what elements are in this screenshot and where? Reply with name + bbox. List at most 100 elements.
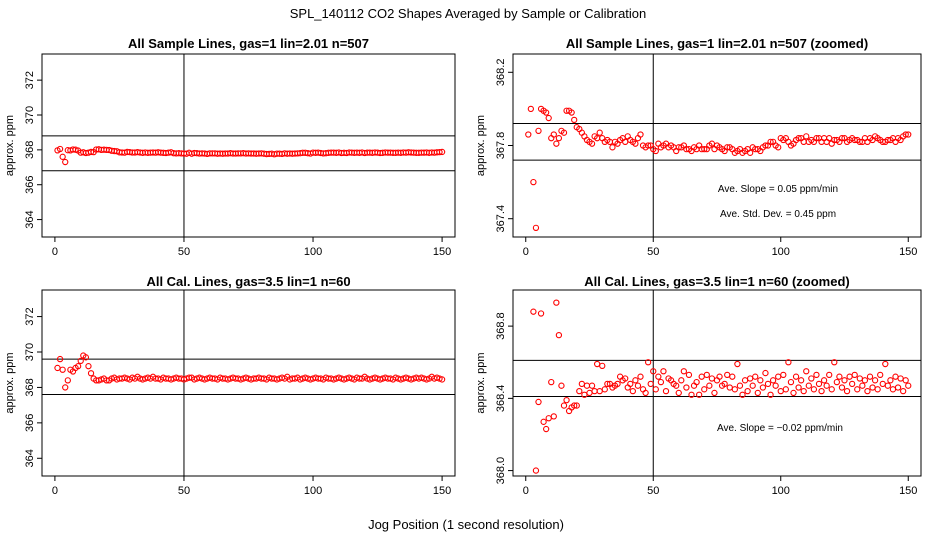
data-point: [831, 359, 838, 366]
data-point: [553, 299, 560, 306]
data-point: [59, 153, 66, 160]
data-point: [553, 140, 560, 147]
data-point: [436, 148, 443, 156]
data-point: [583, 382, 591, 389]
panel-title: All Sample Lines, gas=1 lin=2.01 n=507 (…: [566, 36, 868, 51]
data-point: [696, 391, 703, 398]
data-point: [846, 373, 853, 380]
data-point: [591, 387, 598, 395]
data-point: [438, 148, 446, 156]
data-point: [637, 131, 644, 138]
data-point: [645, 142, 652, 149]
data-point: [560, 402, 568, 409]
y-axis-label: approx. ppm: [475, 352, 487, 413]
x-tick-label: 100: [304, 246, 322, 258]
x-tick-label: 100: [304, 485, 322, 497]
data-point: [800, 387, 807, 395]
data-point: [849, 380, 856, 388]
data-point: [652, 147, 659, 155]
data-point: [838, 384, 846, 391]
data-point: [438, 376, 446, 383]
data-point: [757, 377, 764, 384]
data-point: [818, 387, 825, 395]
data-point: [782, 386, 789, 393]
data-point: [678, 377, 685, 384]
data-point: [647, 380, 654, 388]
data-point: [673, 382, 680, 389]
data-point: [772, 382, 779, 389]
data-point: [688, 391, 695, 398]
y-tick-label: 368.0: [495, 457, 507, 485]
data-point: [563, 397, 570, 404]
data-point: [843, 387, 851, 395]
y-axis-label: approx. ppm: [475, 115, 487, 176]
data-point: [777, 387, 784, 395]
data-point: [803, 133, 810, 140]
data-point: [576, 387, 583, 395]
data-point: [685, 371, 693, 379]
data-point: [56, 355, 64, 363]
x-tick-label: 150: [433, 246, 451, 258]
data-point: [892, 373, 899, 380]
data-point: [622, 375, 629, 382]
data-point: [601, 386, 608, 393]
data-point: [754, 389, 761, 397]
data-point: [650, 368, 657, 375]
data-point: [823, 382, 830, 389]
y-tick-label: 367.8: [495, 132, 507, 160]
data-point: [734, 360, 741, 368]
data-point: [894, 384, 902, 391]
data-point: [747, 149, 754, 156]
data-point: [762, 369, 769, 377]
data-point: [77, 357, 84, 365]
data-point: [889, 386, 897, 393]
data-point: [543, 425, 550, 433]
data-point: [535, 398, 542, 406]
data-point: [545, 415, 552, 422]
y-tick-label: 372: [24, 307, 36, 325]
x-tick-label: 50: [647, 246, 659, 258]
x-tick-label: 0: [52, 246, 58, 258]
data-point: [550, 413, 557, 420]
data-series: [54, 145, 446, 166]
data-point: [833, 378, 840, 386]
x-tick-label: 0: [52, 485, 58, 497]
data-point: [813, 135, 820, 142]
data-point: [708, 375, 716, 382]
y-tick-label: 367.4: [495, 205, 507, 233]
data-point: [866, 373, 874, 380]
data-point: [54, 364, 61, 372]
data-point: [805, 382, 812, 389]
y-tick-label: 370: [24, 343, 36, 361]
x-tick-label: 0: [523, 485, 529, 497]
data-point: [571, 116, 578, 124]
data-point: [540, 418, 547, 425]
data-point: [578, 380, 585, 388]
data-point: [882, 360, 889, 368]
data-point: [762, 142, 769, 149]
annotation-text: Ave. Slope = 0.05 ppm/min: [718, 184, 838, 195]
y-tick-label: 372: [24, 71, 36, 89]
data-point: [741, 377, 749, 384]
data-point: [655, 373, 662, 380]
data-point: [820, 377, 828, 384]
data-point: [530, 178, 537, 186]
data-point: [711, 389, 718, 397]
data-point: [905, 382, 912, 389]
panel-title: All Sample Lines, gas=1 lin=2.01 n=507: [128, 36, 369, 51]
data-point: [841, 377, 848, 384]
data-point: [543, 109, 550, 116]
data-point: [803, 368, 810, 375]
x-tick-label: 150: [433, 485, 451, 497]
data-point: [703, 371, 710, 379]
x-tick-label: 0: [523, 246, 529, 258]
x-tick-label: 50: [647, 485, 659, 497]
data-series: [525, 105, 912, 231]
data-point: [787, 378, 795, 386]
data-point: [62, 158, 69, 166]
data-point: [716, 373, 723, 380]
data-point: [701, 146, 708, 153]
data-point: [887, 377, 894, 384]
x-tick-label: 150: [899, 485, 917, 497]
panel-title: All Cal. Lines, gas=3.5 lin=1 n=60: [146, 274, 350, 289]
